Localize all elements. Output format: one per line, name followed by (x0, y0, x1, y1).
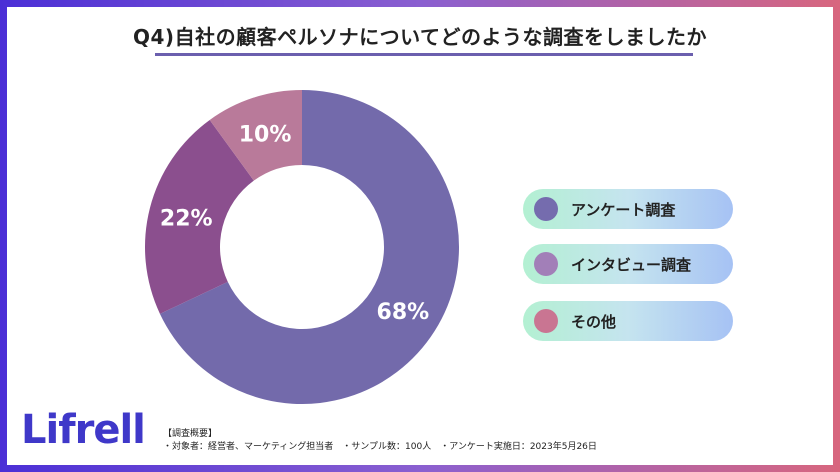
legend-item-survey: アンケート調査 (523, 189, 733, 229)
data-label-other: 10% (239, 122, 292, 147)
legend-item-interview: インタビュー調査 (523, 244, 733, 284)
donut-chart: 68% 22% 10% (145, 90, 459, 404)
data-label-survey: 68% (377, 300, 430, 325)
survey-heading: 【調査概要】 (163, 429, 218, 439)
slide-content: Q4)自社の顧客ペルソナについてどのような調査をしましたか 68% 22% 10% … (7, 7, 833, 465)
brand-logo: Lifrell (21, 407, 146, 453)
slice-interview (145, 119, 254, 314)
legend-label-interview: インタビュー調査 (571, 256, 692, 274)
slice-other (209, 90, 302, 181)
data-label-interview: 22% (160, 206, 213, 231)
legend-dot-survey (534, 197, 558, 221)
survey-summary: 【調査概要】 ・対象者：経営者、マーケティング担当者 ・サンプル数：100人 ・… (163, 428, 597, 454)
legend-label-survey: アンケート調査 (571, 201, 676, 219)
legend-dot-interview (534, 252, 558, 276)
legend-dot-other (534, 309, 558, 333)
legend-item-other: その他 (523, 301, 733, 341)
page-title: Q4)自社の顧客ペルソナについてどのような調査をしましたか (133, 25, 707, 49)
survey-details: ・対象者：経営者、マーケティング担当者 ・サンプル数：100人 ・アンケート実施… (163, 442, 597, 452)
legend-label-other: その他 (571, 313, 617, 331)
title-underline (155, 53, 693, 56)
slice-survey (159, 90, 459, 404)
